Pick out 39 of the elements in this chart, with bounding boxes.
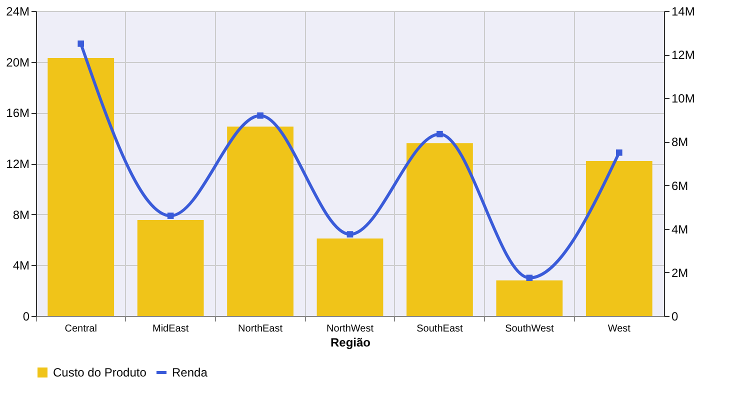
bar [316,238,384,316]
y-tick-label: 12M [6,157,30,171]
bar [406,143,473,316]
x-tick-label: Central [64,324,97,334]
y2-tick-label: 2M [672,266,688,280]
point [436,130,443,138]
y-tick-label: 24M [6,4,30,18]
bar [48,58,114,316]
y-tick-label: 0 [22,310,30,324]
x-axis-title: Região [330,336,371,350]
x-tick-label: NorthWest [326,324,374,334]
legend-label: Custo do Produto [53,366,147,380]
y2-tick-label: 4M [672,222,688,236]
y-tick-label: 16M [6,106,30,120]
point [167,212,174,219]
x-tick-label: SouthWest [505,324,554,334]
x-tick-label: SouthEast [416,324,463,334]
y-tick-label: 4M [12,258,30,273]
y2-tick-label: 12M [672,48,695,62]
y-tick-label: 8M [12,208,30,222]
y2-tick-label: 10M [672,92,695,106]
legend-label: Renda [172,366,208,380]
y2-tick-label: 8M [672,135,688,150]
point [526,274,533,282]
x-tick-label: MidEast [152,324,189,334]
x-tick-label: NorthEast [238,324,283,334]
point [616,149,622,156]
y2-tick-label: 14M [672,4,695,18]
point [257,112,264,119]
bar [496,280,563,316]
bar [137,220,204,316]
bar [586,160,652,316]
y-tick-label: 20M [6,55,30,70]
point [78,40,84,47]
y2-tick-label: 0 [672,310,678,324]
bar [227,126,294,316]
y2-tick-label: 6M [672,178,688,193]
point [346,231,354,238]
x-tick-label: West [608,324,631,334]
